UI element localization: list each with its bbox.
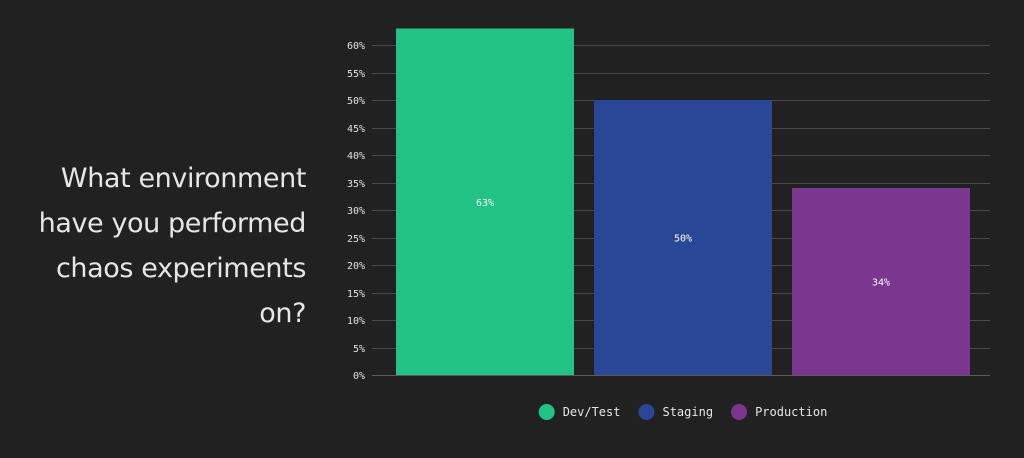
y-tick-label: 50% (347, 96, 365, 107)
bar-staging[interactable] (594, 100, 772, 375)
legend: Dev/Test Staging Production (538, 404, 827, 420)
data-labels: 63% 50% 34% (476, 198, 890, 289)
y-tick-label: 35% (347, 179, 365, 190)
y-tick-label: 55% (347, 69, 365, 80)
y-tick-label: 10% (347, 316, 365, 327)
y-tick-label: 20% (347, 261, 365, 272)
y-tick-label: 45% (347, 124, 365, 135)
bar-production[interactable] (792, 188, 970, 375)
y-tick-label: 0% (353, 371, 365, 382)
chart-question: What environment have you performed chao… (38, 163, 307, 329)
legend-swatch (731, 404, 748, 420)
data-label: 63% (476, 198, 494, 209)
legend-item-production[interactable]: Production (731, 404, 827, 420)
legend-label: Staging (662, 405, 713, 419)
bars (396, 28, 970, 376)
legend-label: Dev/Test (563, 405, 621, 419)
legend-item-staging[interactable]: Staging (638, 404, 713, 420)
y-tick-label: 60% (347, 41, 365, 52)
y-tick-label: 40% (347, 151, 365, 162)
legend-swatch (638, 404, 655, 420)
legend-item-dev-test[interactable]: Dev/Test (538, 404, 621, 420)
legend-label: Production (755, 405, 827, 419)
y-tick-label: 5% (353, 344, 365, 355)
y-tick-label: 30% (347, 206, 365, 217)
y-tick-label: 25% (347, 234, 365, 245)
data-label: 50% (674, 234, 692, 245)
y-axis-ticks: 0% 5% 10% 15% 20% 25% 30% 35% 40% 45% 50% 55% 60% (347, 41, 365, 382)
data-label: 34% (872, 278, 890, 289)
y-tick-label: 15% (347, 289, 365, 300)
bar-dev-test[interactable] (396, 28, 574, 376)
legend-swatch (538, 404, 555, 420)
